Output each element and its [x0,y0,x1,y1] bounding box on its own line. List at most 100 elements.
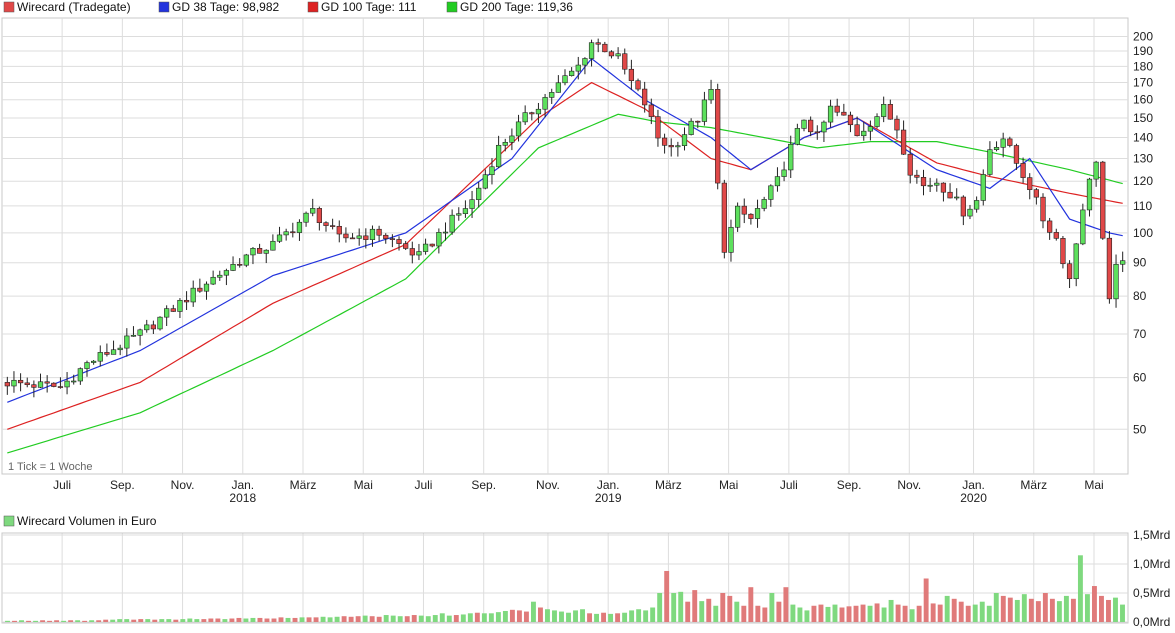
gd200-line [7,113,1123,454]
candle-body [1120,260,1126,265]
volume-bar [734,601,740,622]
volume-bar [530,601,536,622]
volume-bar [257,617,263,622]
price-plot-frame [1,17,1129,475]
volume-bar [965,605,971,622]
candle-body [681,134,688,146]
candle-body [4,382,10,387]
price-y-tick-label: 150 [1133,111,1153,125]
volume-bar [1000,595,1006,622]
candle-body [867,126,874,132]
volume-bar [68,620,74,622]
volume-bar [488,613,494,622]
x-month-label: Jan. [231,478,254,492]
volume-bar [846,606,852,622]
candle-body [535,108,542,115]
candle-body [529,112,535,115]
candle-body [1020,163,1026,178]
volume-bar [348,616,354,622]
candle-body [256,248,263,254]
x-year-label: 2020 [960,491,987,505]
volume-bar [762,607,768,622]
candle-body [980,174,986,201]
candle-body [383,234,389,239]
volume-bar [1063,595,1069,622]
x-year-label: 2019 [595,491,622,505]
candle-body [150,324,157,330]
candle-body [403,243,409,249]
volume-bar [643,610,649,622]
moving-average-line [7,113,1123,454]
volume-bar [552,610,557,622]
volume-bar [1049,598,1055,622]
volume-bar [636,609,642,622]
volume-bar [573,610,578,622]
candle-body [602,43,608,53]
volume-bar [797,607,803,622]
volume-bar [832,604,838,622]
candle-body [900,129,907,155]
candle-body [622,53,628,70]
candle-body [290,231,296,234]
price-y-tick-label: 160 [1133,93,1153,107]
volume-bar [509,609,515,622]
legend-gd38-label: GD 38 Tage: 98,982 [172,0,280,14]
volume-bar [741,605,747,622]
candle-body [821,121,827,133]
candle-body [323,222,329,226]
candle-body [914,174,920,178]
candle-body [715,89,721,184]
volume-bar [790,604,796,622]
volume-bar [895,604,901,622]
volume-bar [1106,599,1111,622]
candle-body [881,104,887,117]
candle-body [1013,145,1020,164]
volume-bar [110,619,116,622]
volume-bar [19,620,24,622]
volume-bar [180,619,186,622]
volume-bar [594,613,600,622]
volume-bar [82,620,88,622]
candle-body [595,42,601,45]
candle-body [17,379,24,384]
volume-bar [117,619,123,622]
candle-body [296,221,303,233]
volume-bar [1007,597,1013,622]
price-y-axis: 50 60 70 80 90 100 110 120 130 140 150 160 170 180190… [1133,30,1153,437]
candle-body [495,144,502,168]
volume-bar [930,603,936,622]
volume-bar [874,603,880,622]
volume-bar [545,609,550,622]
volume-bar [145,619,151,622]
volume-y-tick-label: 1,5Mrd [1133,528,1170,542]
volume-bar [460,614,466,622]
candle-body [316,208,322,223]
volume-bar [1035,601,1041,622]
candle-body [469,199,475,209]
candle-body [349,237,356,240]
candle-body [1060,238,1066,265]
volume-bar [285,617,291,622]
volume-bar [54,620,60,622]
candle-body [144,324,150,331]
x-month-label: Jan. [597,478,620,492]
candle-body [588,42,595,59]
gd100-line [7,81,1123,430]
candle-body [847,114,854,126]
candle-body [164,308,170,318]
candle-body [130,335,137,337]
volume-bar [951,598,957,622]
candle-body [562,75,568,84]
volume-bar [369,616,375,622]
price-y-tick-label: 100 [1133,226,1153,240]
candle-body [376,228,382,236]
volume-bar [481,613,487,622]
volume-bar [776,601,782,622]
volume-bar [418,615,424,622]
moving-average-line [7,57,1123,403]
candle-body [416,251,422,256]
x-month-label: Sep. [471,478,496,492]
volume-bar [341,616,347,622]
candle-body [894,118,900,131]
legend-gd100-label: GD 100 Tage: 111 [321,0,417,14]
